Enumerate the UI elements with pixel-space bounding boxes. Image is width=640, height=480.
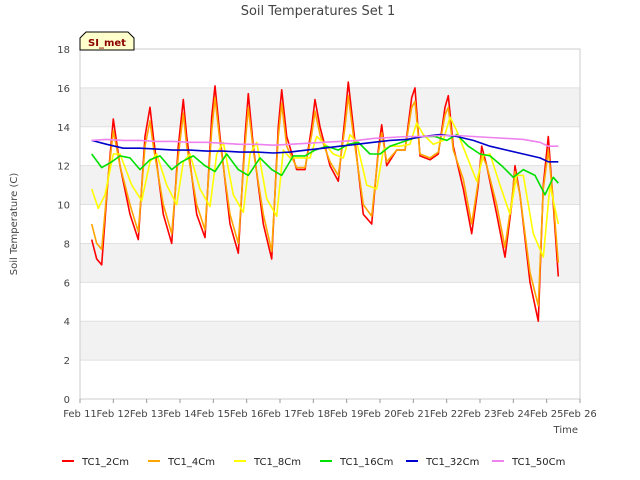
y-tick-label: 0 <box>64 395 70 406</box>
grid-band <box>80 204 580 244</box>
x-tick-label: Feb 17 <box>263 409 297 420</box>
y-tick-label: 6 <box>64 278 70 289</box>
y-tick-label: 16 <box>57 84 70 95</box>
y-tick-label: 4 <box>64 317 70 328</box>
legend-label-tc1_32cm: TC1_32Cm <box>425 457 479 468</box>
x-tick-label: Feb 14 <box>163 409 197 420</box>
site-badge-label: SI_met <box>88 38 126 49</box>
x-axis-label: Time <box>553 425 578 436</box>
series-line-tc1_32cm <box>91 133 559 163</box>
x-tick-label: Feb 20 <box>363 409 397 420</box>
y-tick-label: 14 <box>57 123 70 134</box>
x-tick-label: Feb 15 <box>197 409 231 420</box>
x-tick-label: Feb 13 <box>130 409 164 420</box>
x-tick-label: Feb 16 <box>230 409 264 420</box>
legend: TC1_2Cm TC1_4Cm TC1_8Cm TC1_16Cm TC1_32Cm TC1… <box>62 457 565 468</box>
grid-band <box>80 282 580 322</box>
y-tick-label: 18 <box>57 45 70 56</box>
grid-band <box>80 49 580 88</box>
grid-band <box>80 87 580 127</box>
y-tick-label: 10 <box>57 201 70 212</box>
legend-label-tc1_8cm: TC1_8Cm <box>253 457 301 468</box>
legend-label-tc1_4cm: TC1_4Cm <box>167 457 215 468</box>
x-tick-label: Feb 26 <box>563 409 597 420</box>
grid-bands <box>80 49 580 400</box>
legend-label-tc1_16cm: TC1_16Cm <box>339 457 393 468</box>
plot-area <box>79 48 581 400</box>
grid-band <box>80 243 580 283</box>
grid-band <box>80 360 580 399</box>
x-tick-label: Feb 12 <box>97 409 131 420</box>
grid-band <box>80 321 580 361</box>
legend-label-tc1_50cm: TC1_50Cm <box>511 457 565 468</box>
legend-label-tc1_2cm: TC1_2Cm <box>81 457 129 468</box>
x-tick-label: Feb 18 <box>297 409 331 420</box>
x-tick-label: Feb 24 <box>497 409 531 420</box>
x-tick-label: Feb 19 <box>330 409 364 420</box>
x-tick-label: Feb 21 <box>397 409 431 420</box>
y-axis-label: Soil Temperature (C) <box>9 173 20 276</box>
x-tick-label: Feb 23 <box>463 409 497 420</box>
chart-title: Soil Temperatures Set 1 <box>241 4 396 19</box>
series-line-tc1_50cm <box>91 134 559 147</box>
x-axis-ticks: Feb 11 Feb 12 Feb 13 Feb 14 Feb 15 Feb 16 Feb … <box>63 399 597 420</box>
y-tick-label: 2 <box>64 356 70 367</box>
site-badge: SI_met <box>79 31 135 51</box>
x-tick-label: Feb 25 <box>530 409 564 420</box>
x-tick-label: Feb 22 <box>430 409 464 420</box>
series-lines <box>90 81 560 323</box>
series-line-tc1_16cm <box>91 133 559 196</box>
y-tick-label: 8 <box>64 239 70 250</box>
y-axis-ticks: 0 2 4 6 8 10 12 14 16 18 <box>57 45 70 406</box>
y-tick-label: 12 <box>57 162 70 173</box>
site-badge-box <box>79 31 135 51</box>
x-tick-label: Feb 11 <box>63 409 97 420</box>
